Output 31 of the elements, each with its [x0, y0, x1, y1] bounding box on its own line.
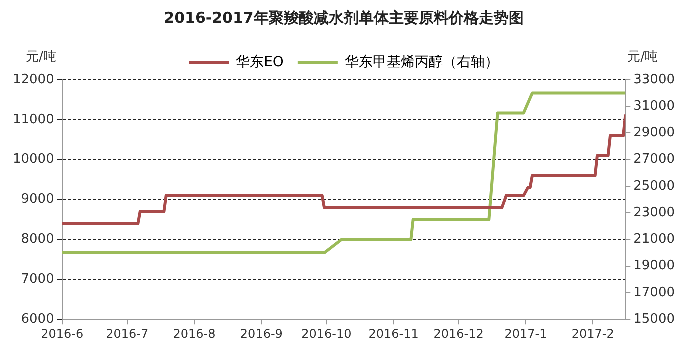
chart-title: 2016-2017年聚羧酸减水剂单体主要原料价格走势图: [164, 8, 524, 27]
x-tick-label: 2016-6: [41, 326, 84, 341]
legend-label: 华东甲基烯丙醇（右轴）: [344, 54, 499, 71]
y2-tick-label: 29000: [634, 126, 676, 141]
y2-axis-title: 元/吨: [628, 50, 658, 65]
x-tick-label: 2016-9: [240, 326, 283, 341]
y-tick-label: 10000: [12, 152, 54, 168]
x-tick-label: 2017-2: [572, 326, 614, 341]
y-tick-label: 8000: [21, 232, 54, 248]
x-tick-label: 2016-12: [434, 326, 484, 341]
y-tick-label: 7000: [21, 272, 54, 288]
y-tick-label: 11000: [12, 112, 54, 128]
legend-label: 华东EO: [236, 54, 284, 71]
y2-tick-label: 27000: [634, 152, 676, 168]
x-tick-label: 2016-10: [302, 326, 352, 341]
y2-tick-label: 17000: [634, 285, 676, 300]
y2-tick-label: 19000: [634, 258, 676, 274]
x-tick-label: 2016-8: [173, 326, 216, 341]
y2-tick-label: 15000: [634, 312, 676, 327]
x-tick-label: 2016-11: [368, 326, 419, 341]
y2-tick-label: 21000: [634, 232, 676, 248]
x-tick-label: 2017-1: [504, 326, 548, 341]
y2-tick-label: 33000: [634, 72, 676, 88]
x-tick-label: 2016-7: [106, 326, 149, 341]
y-tick-label: 9000: [21, 192, 54, 208]
y-axis-title: 元/吨: [26, 50, 56, 65]
y2-tick-label: 25000: [634, 178, 676, 194]
y2-tick-label: 31000: [634, 98, 676, 114]
y-tick-label: 6000: [21, 312, 54, 327]
y2-tick-label: 23000: [634, 205, 676, 220]
y-tick-label: 12000: [12, 72, 54, 88]
